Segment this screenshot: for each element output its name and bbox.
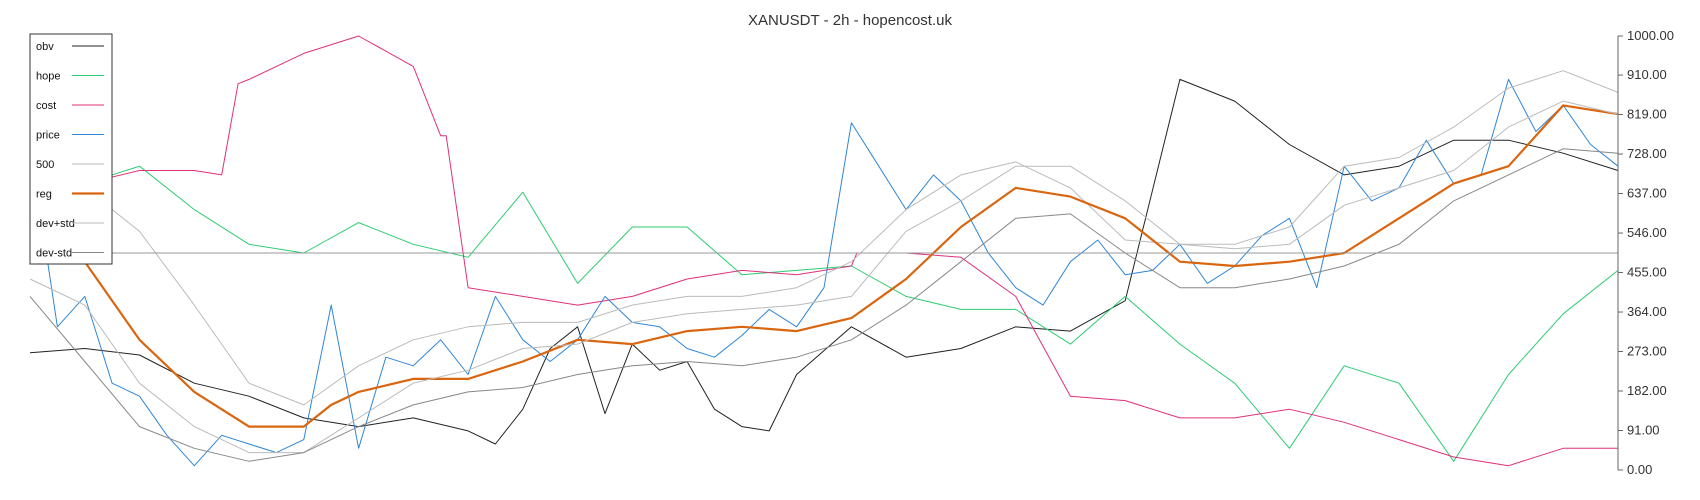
y-tick-label: 364.00 <box>1627 304 1667 319</box>
legend-label: obv <box>36 41 54 53</box>
legend-label: dev-std <box>36 248 72 260</box>
y-tick-label: 0.00 <box>1627 462 1652 477</box>
y-axis: 1000.00 910.00 819.00 728.00 637.00 546.00 455… <box>1617 28 1674 477</box>
legend-label: 500 <box>36 159 54 171</box>
legend-label: price <box>36 130 60 142</box>
series-line-obv <box>29 78 1619 445</box>
y-tick-label: 819.00 <box>1627 107 1667 122</box>
legend-label: dev+std <box>36 218 75 230</box>
y-tick-label: 91.00 <box>1627 423 1660 438</box>
legend-label: hope <box>36 71 60 83</box>
y-tick-label: 910.00 <box>1627 67 1667 82</box>
series-line-hope <box>29 144 1619 462</box>
y-tick-label: 182.00 <box>1627 383 1667 398</box>
y-tick-label: 637.00 <box>1627 186 1667 201</box>
series-line-reg <box>29 104 1619 428</box>
y-tick-label: 273.00 <box>1627 344 1667 359</box>
series-line-500 <box>29 70 1619 406</box>
legend-label: reg <box>36 189 52 201</box>
y-tick-label: 455.00 <box>1627 265 1667 280</box>
legend-box <box>29 33 113 265</box>
y-tick-label: 728.00 <box>1627 146 1667 161</box>
y-tick-label: 1000.00 <box>1627 28 1674 43</box>
series-line-price <box>29 78 1619 467</box>
legend: obv hope cost price 500 reg dev+std dev-std <box>29 33 113 265</box>
legend-label: cost <box>36 100 56 112</box>
series-line-dev-std <box>29 148 1619 462</box>
series-layer <box>29 35 1619 467</box>
series-line-dev-std <box>29 100 1619 454</box>
chart-title: XANUSDT - 2h - hopencost.uk <box>748 12 952 29</box>
series-line-cost <box>29 35 1618 467</box>
y-tick-label: 546.00 <box>1627 225 1667 240</box>
